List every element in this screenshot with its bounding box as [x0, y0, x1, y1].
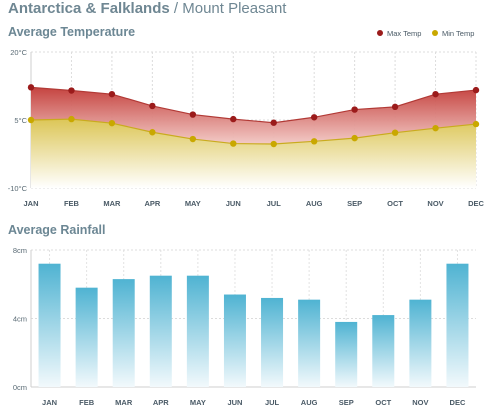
min-temp-point — [270, 140, 277, 148]
min-temp-area — [31, 119, 476, 188]
min-temp-point — [310, 138, 318, 145]
max-temp-point — [108, 90, 116, 98]
rain-y-tick-label: 0cm — [13, 383, 27, 392]
min-temp-line — [30, 118, 477, 145]
max-temp-point — [310, 114, 318, 121]
temp-x-tick-label: DEC — [468, 199, 484, 208]
rain-bar — [223, 294, 246, 387]
temp-x-tick-label: SEP — [347, 199, 362, 208]
legend-marker — [432, 30, 438, 36]
temp-y-tick-label: 5°C — [14, 116, 27, 125]
rain-bar — [75, 287, 98, 387]
rain-x-tick-label: JUN — [227, 398, 242, 407]
temp-x-tick-label: AUG — [306, 199, 323, 208]
rain-y-tick-label: 4cm — [13, 315, 27, 324]
min-temp-point — [432, 124, 439, 132]
temp-x-tick-label: FEB — [64, 199, 80, 208]
legend-marker — [377, 30, 383, 36]
max-temp-point — [472, 86, 480, 94]
min-temp-point — [149, 129, 156, 136]
min-temp-point — [230, 140, 237, 147]
min-temp-point — [68, 115, 75, 123]
temp-y-tick-label: 20°C — [10, 48, 27, 57]
rain-x-tick-label: NOV — [412, 398, 428, 407]
rain-x-tick-label: SEP — [339, 398, 354, 407]
rain-bar — [298, 299, 321, 387]
temp-x-tick-label: MAR — [103, 199, 121, 208]
region-name: Antarctica & Falklands — [8, 0, 170, 17]
max-temp-point — [189, 111, 197, 118]
rain-x-tick-label: APR — [153, 398, 169, 407]
page-header: Antarctica & Falklands / Mount Pleasant — [8, 0, 286, 20]
min-temp-point — [27, 116, 35, 124]
rain-bar — [149, 275, 172, 387]
rain-x-tick-label: FEB — [79, 398, 95, 407]
breadcrumb-separator: / — [169, 0, 183, 17]
rain-x-tick-label: MAY — [190, 398, 206, 407]
temp-x-tick-label: JAN — [23, 199, 38, 208]
temperature-chart-title: Average Temperature — [8, 25, 136, 39]
rain-bar — [38, 263, 61, 387]
max-temp-point — [351, 106, 358, 113]
rain-bar — [261, 297, 284, 387]
max-temp-point — [27, 84, 35, 91]
rain-bar — [409, 299, 432, 387]
rain-x-tick-label: DEC — [450, 398, 466, 407]
temp-x-tick-label: APR — [144, 199, 160, 208]
rain-bar — [372, 315, 395, 387]
rainfall-chart-title: Average Rainfall — [8, 223, 106, 237]
max-temp-point — [432, 90, 439, 98]
max-temp-point — [391, 103, 399, 111]
max-temp-point — [68, 87, 75, 94]
max-temp-point — [270, 119, 277, 126]
temp-x-tick-label: NOV — [427, 199, 443, 208]
min-temp-point — [472, 120, 480, 128]
rain-x-tick-label: MAR — [115, 398, 133, 407]
max-temp-point — [230, 115, 237, 123]
min-temp-point — [108, 119, 116, 127]
min-temp-point — [189, 135, 197, 143]
rain-bar — [335, 321, 358, 387]
max-temp-point — [149, 102, 156, 110]
max-temp-line — [30, 86, 477, 124]
rain-x-tick-label: OCT — [375, 398, 391, 407]
legend-label: Max Temp — [387, 29, 421, 38]
rain-bar — [446, 263, 469, 387]
rain-x-tick-label: JAN — [42, 398, 57, 407]
temp-y-tick-label: -10°C — [8, 184, 28, 193]
rain-x-tick-label: AUG — [301, 398, 318, 407]
min-temp-point — [391, 129, 399, 136]
temp-x-tick-label: JUL — [267, 199, 282, 208]
place-name: Mount Pleasant — [182, 0, 287, 17]
rain-y-tick-label: 8cm — [13, 246, 27, 255]
rain-x-tick-label: JUL — [265, 398, 280, 407]
rain-bar — [186, 275, 209, 387]
temp-x-tick-label: JUN — [226, 199, 241, 208]
temperature-chart: 20°C 5°C -10°C JAN FEB MAR APR MAY JUN JUL AUG SEP… — [8, 29, 485, 208]
rain-bar — [112, 279, 135, 387]
temp-x-tick-label: OCT — [387, 199, 403, 208]
temp-x-tick-label: MAY — [185, 199, 201, 208]
legend-label: Min Temp — [442, 29, 474, 38]
min-temp-point — [351, 134, 358, 142]
